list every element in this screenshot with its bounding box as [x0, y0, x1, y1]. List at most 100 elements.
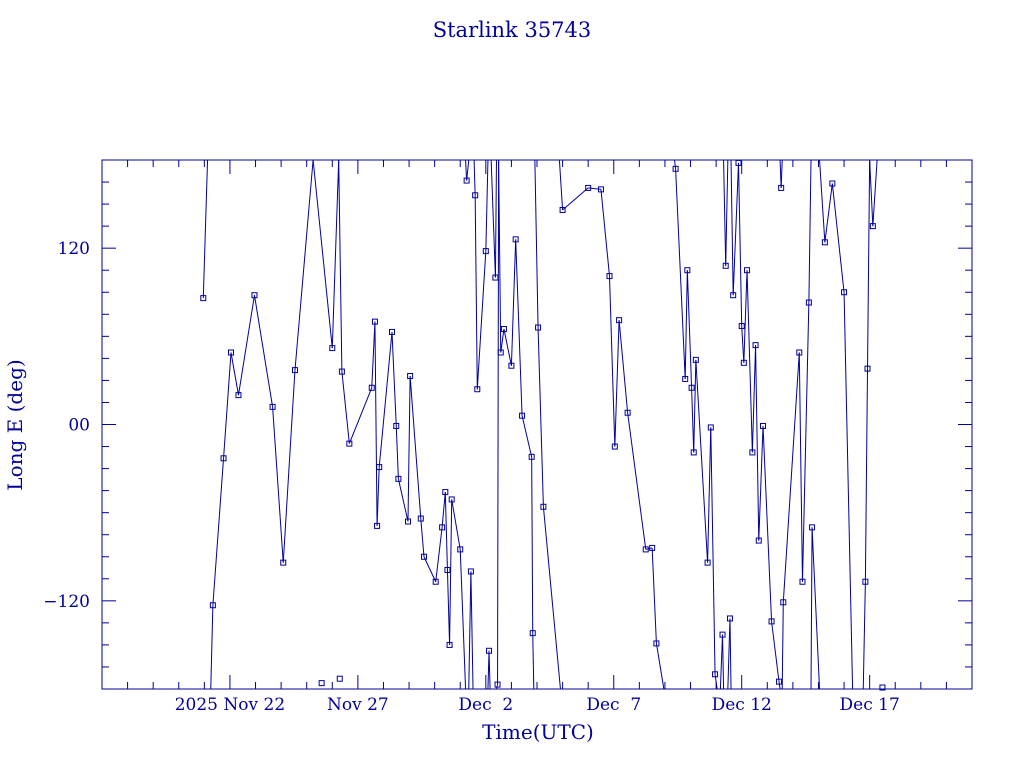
data-point: [376, 464, 383, 471]
data-point: [492, 274, 499, 281]
data-point: [374, 522, 381, 529]
series-segment: [872, 159, 878, 227]
x-tick-label: Nov 27: [327, 695, 389, 715]
data-point: [616, 317, 623, 324]
series-segment: [730, 159, 734, 296]
data-point: [796, 349, 803, 356]
series-segment: [331, 159, 340, 349]
data-point: [235, 392, 242, 399]
series-segment: [230, 352, 239, 396]
data-point: [200, 295, 207, 302]
chart-title: Starlink 35743: [433, 18, 592, 42]
series-segment: [719, 634, 724, 690]
series-segment: [843, 292, 854, 690]
series-segment: [397, 478, 409, 522]
data-point: [653, 640, 660, 647]
data-point: [393, 422, 400, 429]
data-point: [512, 236, 519, 243]
series-segment: [862, 581, 866, 690]
series-segment: [500, 328, 505, 353]
data-point: [389, 328, 395, 335]
data-point: [519, 412, 526, 419]
series-segment: [466, 159, 470, 181]
data-point: [799, 578, 806, 585]
x-axis-label: Time(UTC): [482, 720, 594, 744]
data-point: [722, 262, 729, 269]
series-segment: [782, 352, 800, 603]
series-segment: [645, 547, 653, 550]
series-segment: [473, 159, 476, 196]
series-segment: [391, 331, 397, 426]
series-segment: [801, 302, 810, 582]
data-point: [463, 177, 470, 184]
series-segment: [738, 162, 743, 327]
data-point: [338, 368, 345, 375]
x-tick-label: 2025 Nov 22: [175, 695, 285, 715]
series-segment: [758, 425, 764, 541]
series-segment: [272, 406, 284, 563]
series-segment: [515, 239, 523, 416]
series-segment: [441, 492, 446, 528]
data-point: [417, 515, 424, 522]
data-point: [740, 359, 747, 366]
data-point: [778, 184, 785, 191]
series-segment: [341, 371, 350, 444]
series-segment: [253, 295, 274, 407]
series-segment: [588, 187, 602, 190]
series-segment: [562, 187, 589, 211]
series-segment: [435, 527, 443, 582]
data-point: [682, 375, 689, 382]
data-point: [606, 273, 613, 280]
data-point: [318, 680, 325, 687]
series-segment: [282, 370, 296, 563]
series-segment: [725, 159, 729, 266]
series-segment: [521, 415, 533, 457]
data-point: [529, 630, 536, 637]
data-point: [371, 318, 378, 325]
series-segment: [423, 556, 437, 582]
series-segment: [488, 650, 491, 690]
series-segment: [819, 159, 826, 243]
data-point: [439, 524, 446, 531]
series-segment: [409, 375, 422, 519]
data-point: [672, 165, 679, 172]
series-segment: [474, 195, 478, 390]
data-point: [585, 184, 592, 191]
data-point: [535, 324, 542, 331]
series-segment: [395, 425, 399, 479]
series-segment: [618, 320, 629, 413]
x-tick-label: Dec 7: [586, 695, 641, 715]
series-segment: [210, 605, 214, 690]
series-segment: [470, 571, 474, 690]
series-segment: [537, 327, 544, 507]
series-segment: [614, 320, 620, 447]
data-point: [864, 365, 871, 372]
series-segment: [723, 159, 727, 266]
series-segment: [869, 159, 874, 227]
series-segment: [627, 412, 647, 550]
data-point: [730, 292, 737, 299]
data-point: [738, 323, 745, 330]
series-segment: [686, 270, 693, 388]
series-segment: [312, 159, 333, 349]
series-segment: [675, 168, 686, 379]
data-point: [776, 678, 783, 685]
series-segment: [762, 425, 773, 622]
series-segment: [824, 183, 833, 243]
series-layer: [202, 159, 878, 690]
series-segment: [532, 633, 535, 690]
series-segment: [695, 359, 709, 563]
series-segment: [476, 251, 487, 390]
series-segment: [831, 183, 845, 293]
series-segment: [459, 549, 467, 690]
data-point: [540, 503, 547, 510]
x-tick-label: Dec 12: [712, 695, 772, 715]
data-point: [862, 578, 869, 585]
series-segment: [451, 499, 461, 550]
data-point: [494, 681, 501, 688]
data-point: [760, 422, 767, 429]
series-segment: [374, 321, 378, 526]
series-segment: [202, 159, 209, 299]
series-segment: [294, 159, 314, 371]
